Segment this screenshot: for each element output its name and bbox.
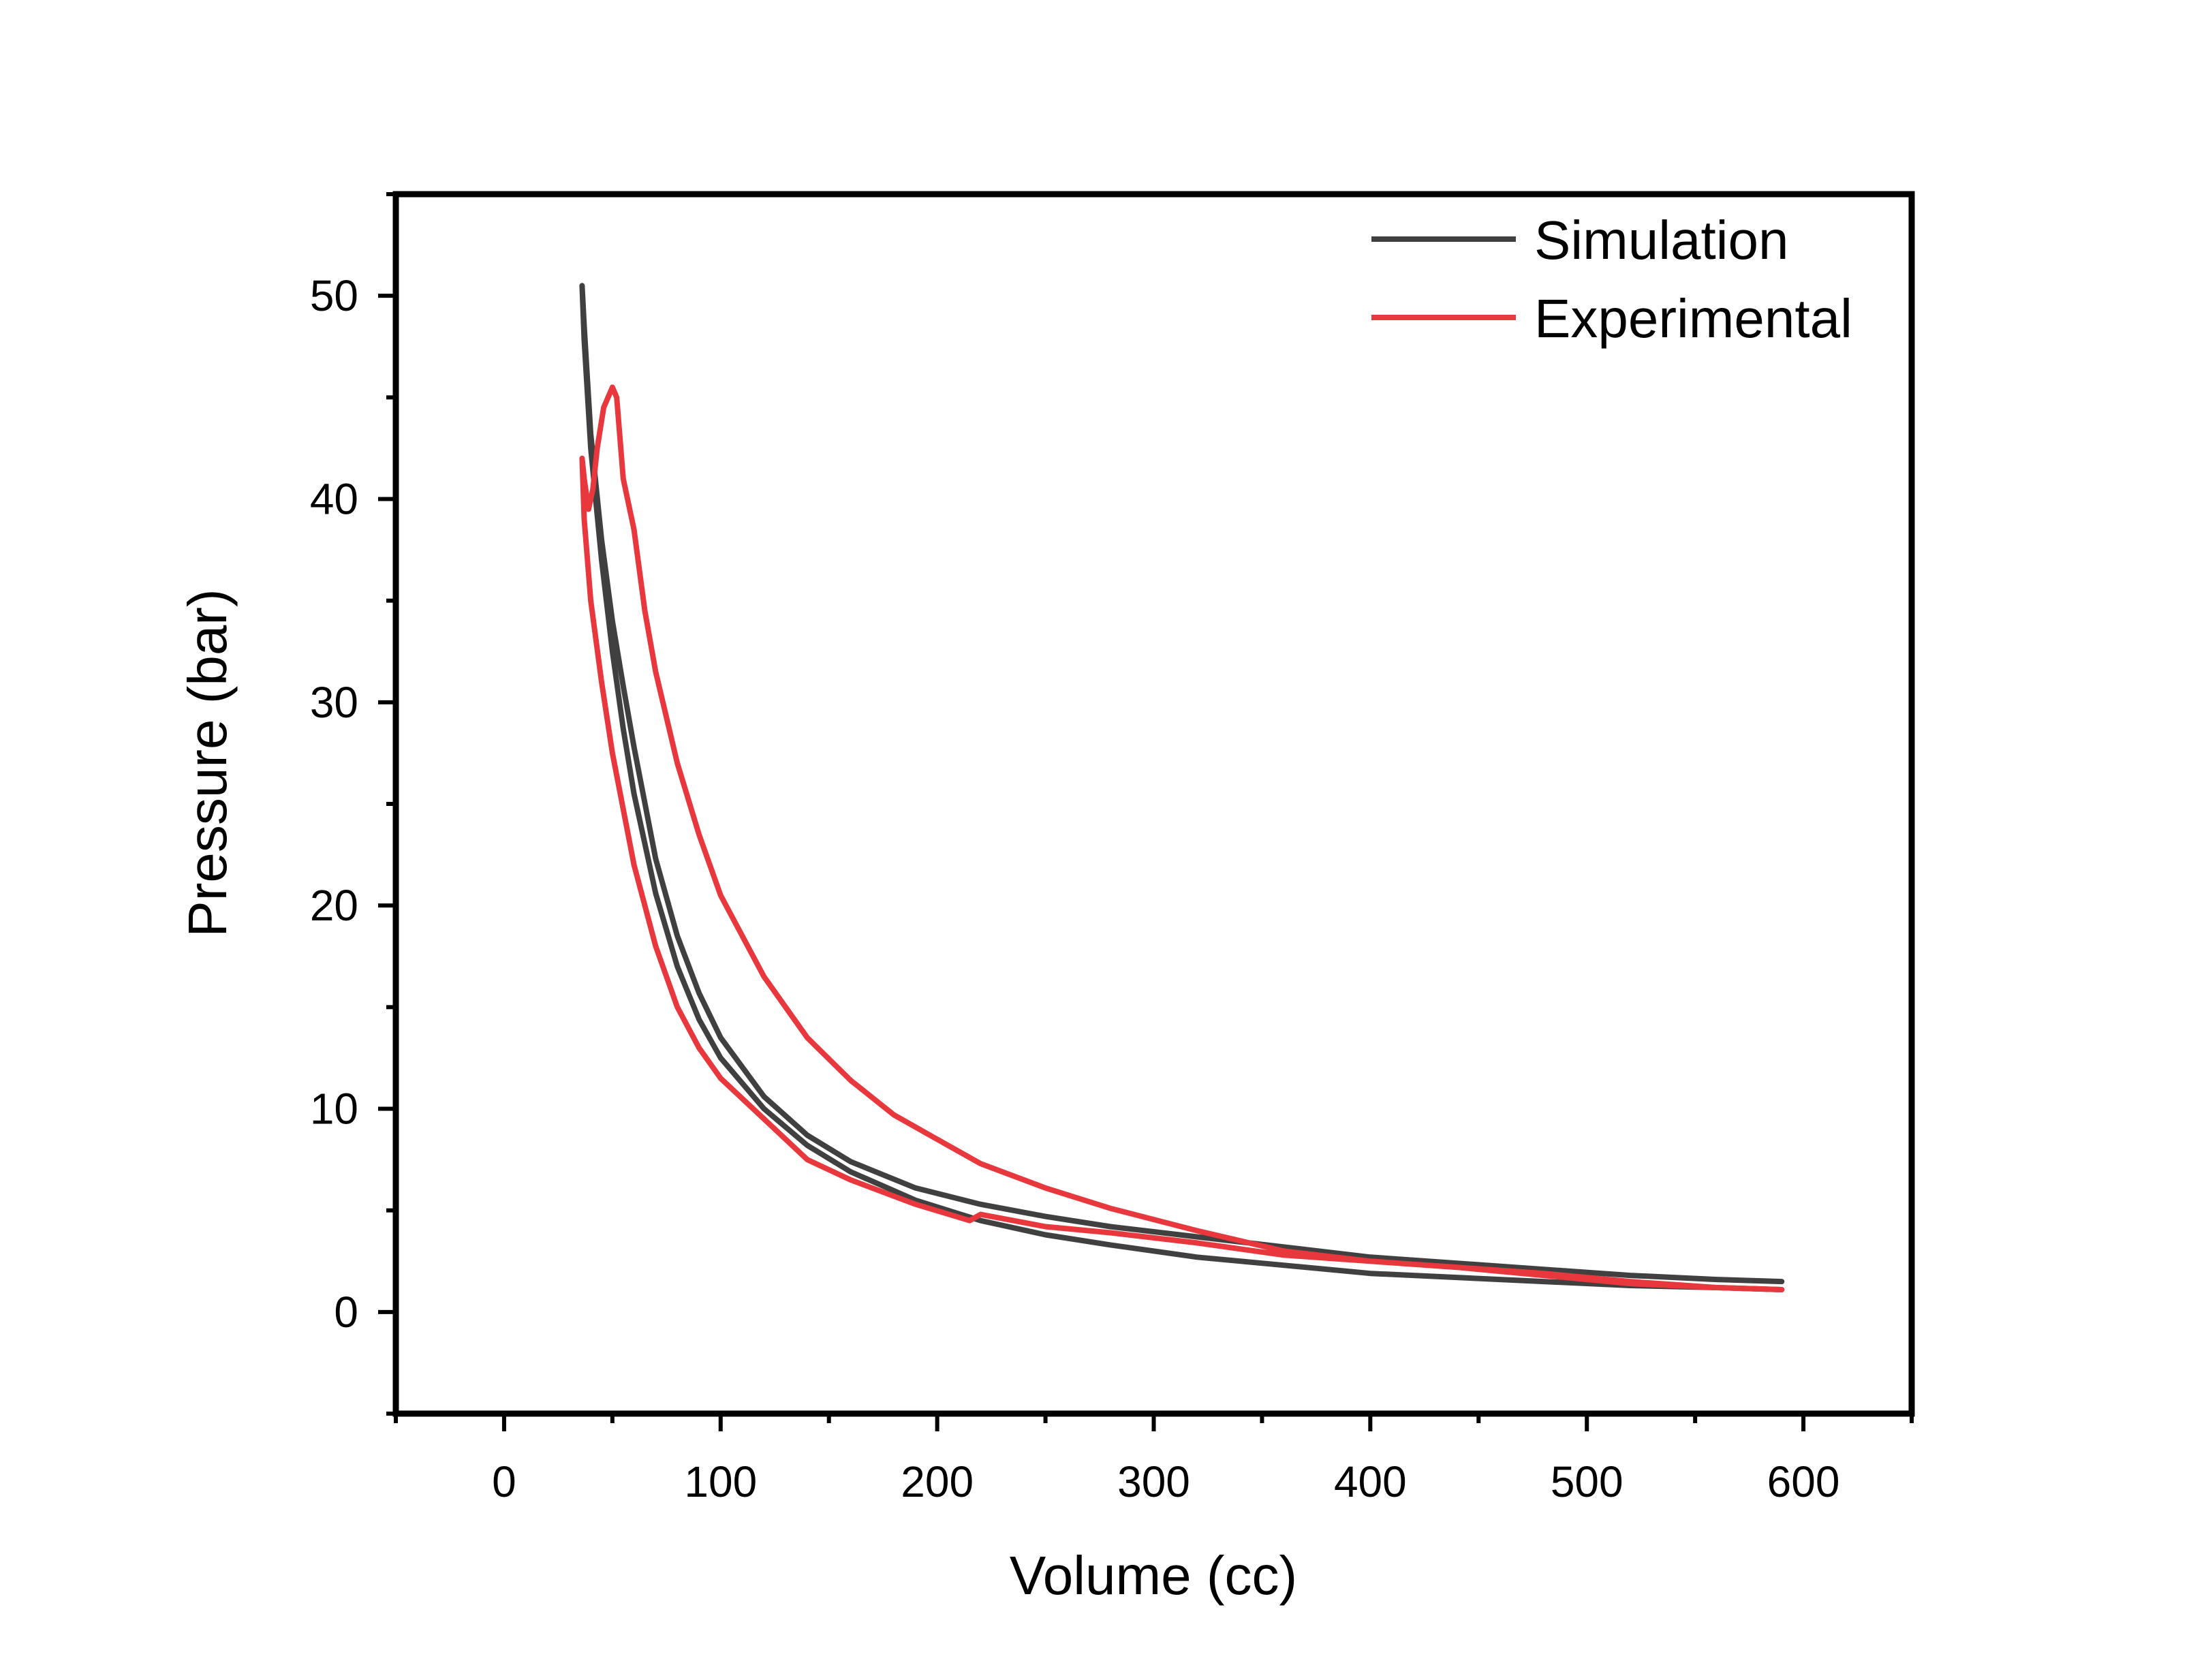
series-line-simulation xyxy=(579,283,1785,1292)
y-tick-label: 50 xyxy=(310,271,358,320)
legend-label-experimental: Experimental xyxy=(1534,288,1852,349)
x-tick-label: 300 xyxy=(1117,1457,1190,1506)
legend: Simulation Experimental xyxy=(1371,210,1852,349)
x-tick-label: 200 xyxy=(901,1457,974,1506)
x-tick-label: 500 xyxy=(1551,1457,1623,1506)
ticks-layer: 0 100 200 300 400 500 600 0 10 20 30 40 50 xyxy=(310,192,1914,1506)
series-line-experimental xyxy=(579,384,1785,1292)
x-tick-label: 0 xyxy=(492,1457,516,1506)
x-tick-label: 100 xyxy=(684,1457,757,1506)
y-axis-title: Pressure (bar) xyxy=(177,589,238,937)
legend-label-simulation: Simulation xyxy=(1534,210,1789,270)
y-tick-label: 40 xyxy=(310,475,358,524)
y-tick-label: 20 xyxy=(310,881,358,930)
y-tick-label: 30 xyxy=(310,678,358,727)
y-tick-label: 0 xyxy=(334,1288,358,1337)
x-tick-label: 600 xyxy=(1767,1457,1840,1506)
x-axis-title: Volume (cc) xyxy=(1010,1545,1297,1606)
x-tick-label: 400 xyxy=(1334,1457,1407,1506)
y-tick-label: 10 xyxy=(310,1085,358,1134)
series-layer xyxy=(579,283,1785,1292)
